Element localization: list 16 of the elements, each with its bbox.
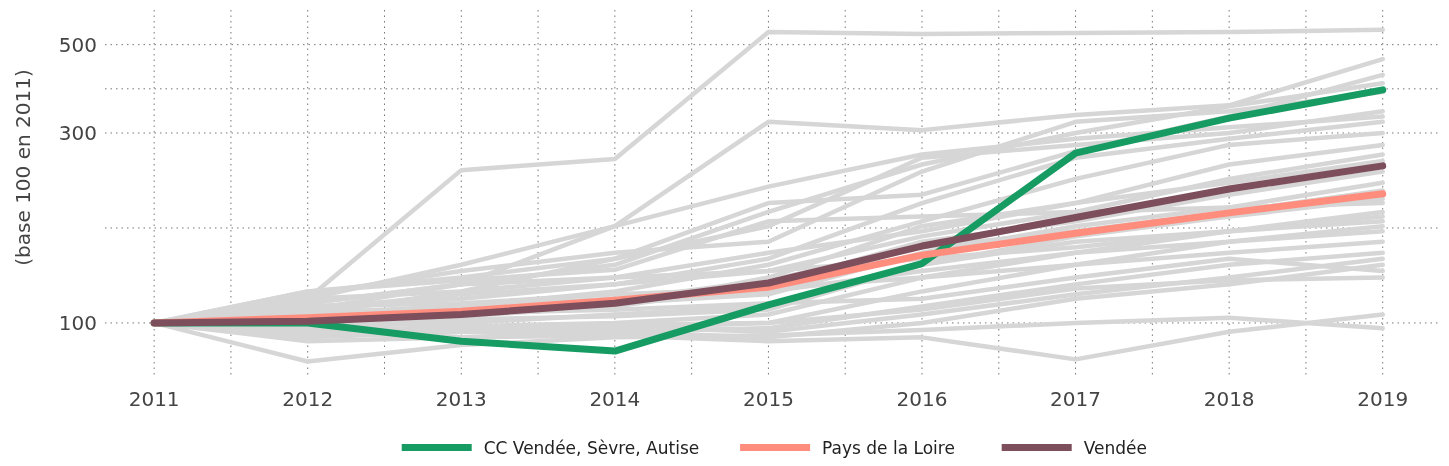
x-tick-label: 2014 <box>589 387 641 411</box>
x-tick-label: 2013 <box>435 387 487 411</box>
x-tick-label: 2017 <box>1050 387 1102 411</box>
x-tick-label: 2015 <box>742 387 794 411</box>
y-tick-label: 300 <box>58 120 97 145</box>
y-tick-label: 500 <box>58 32 97 57</box>
y-tick-label: 100 <box>58 310 97 335</box>
y-axis-title: (base 100 en 2011) <box>11 69 35 266</box>
legend-label: CC Vendée, Sèvre, Autise <box>483 438 700 458</box>
x-tick-label: 2012 <box>282 387 334 411</box>
x-tick-label: 2011 <box>128 387 180 411</box>
legend-label: Vendée <box>1083 438 1147 458</box>
legend-label: Pays de la Loire <box>822 438 955 458</box>
x-tick-label: 2018 <box>1203 387 1255 411</box>
x-tick-label: 2019 <box>1357 387 1409 411</box>
x-tick-label: 2016 <box>896 387 948 411</box>
